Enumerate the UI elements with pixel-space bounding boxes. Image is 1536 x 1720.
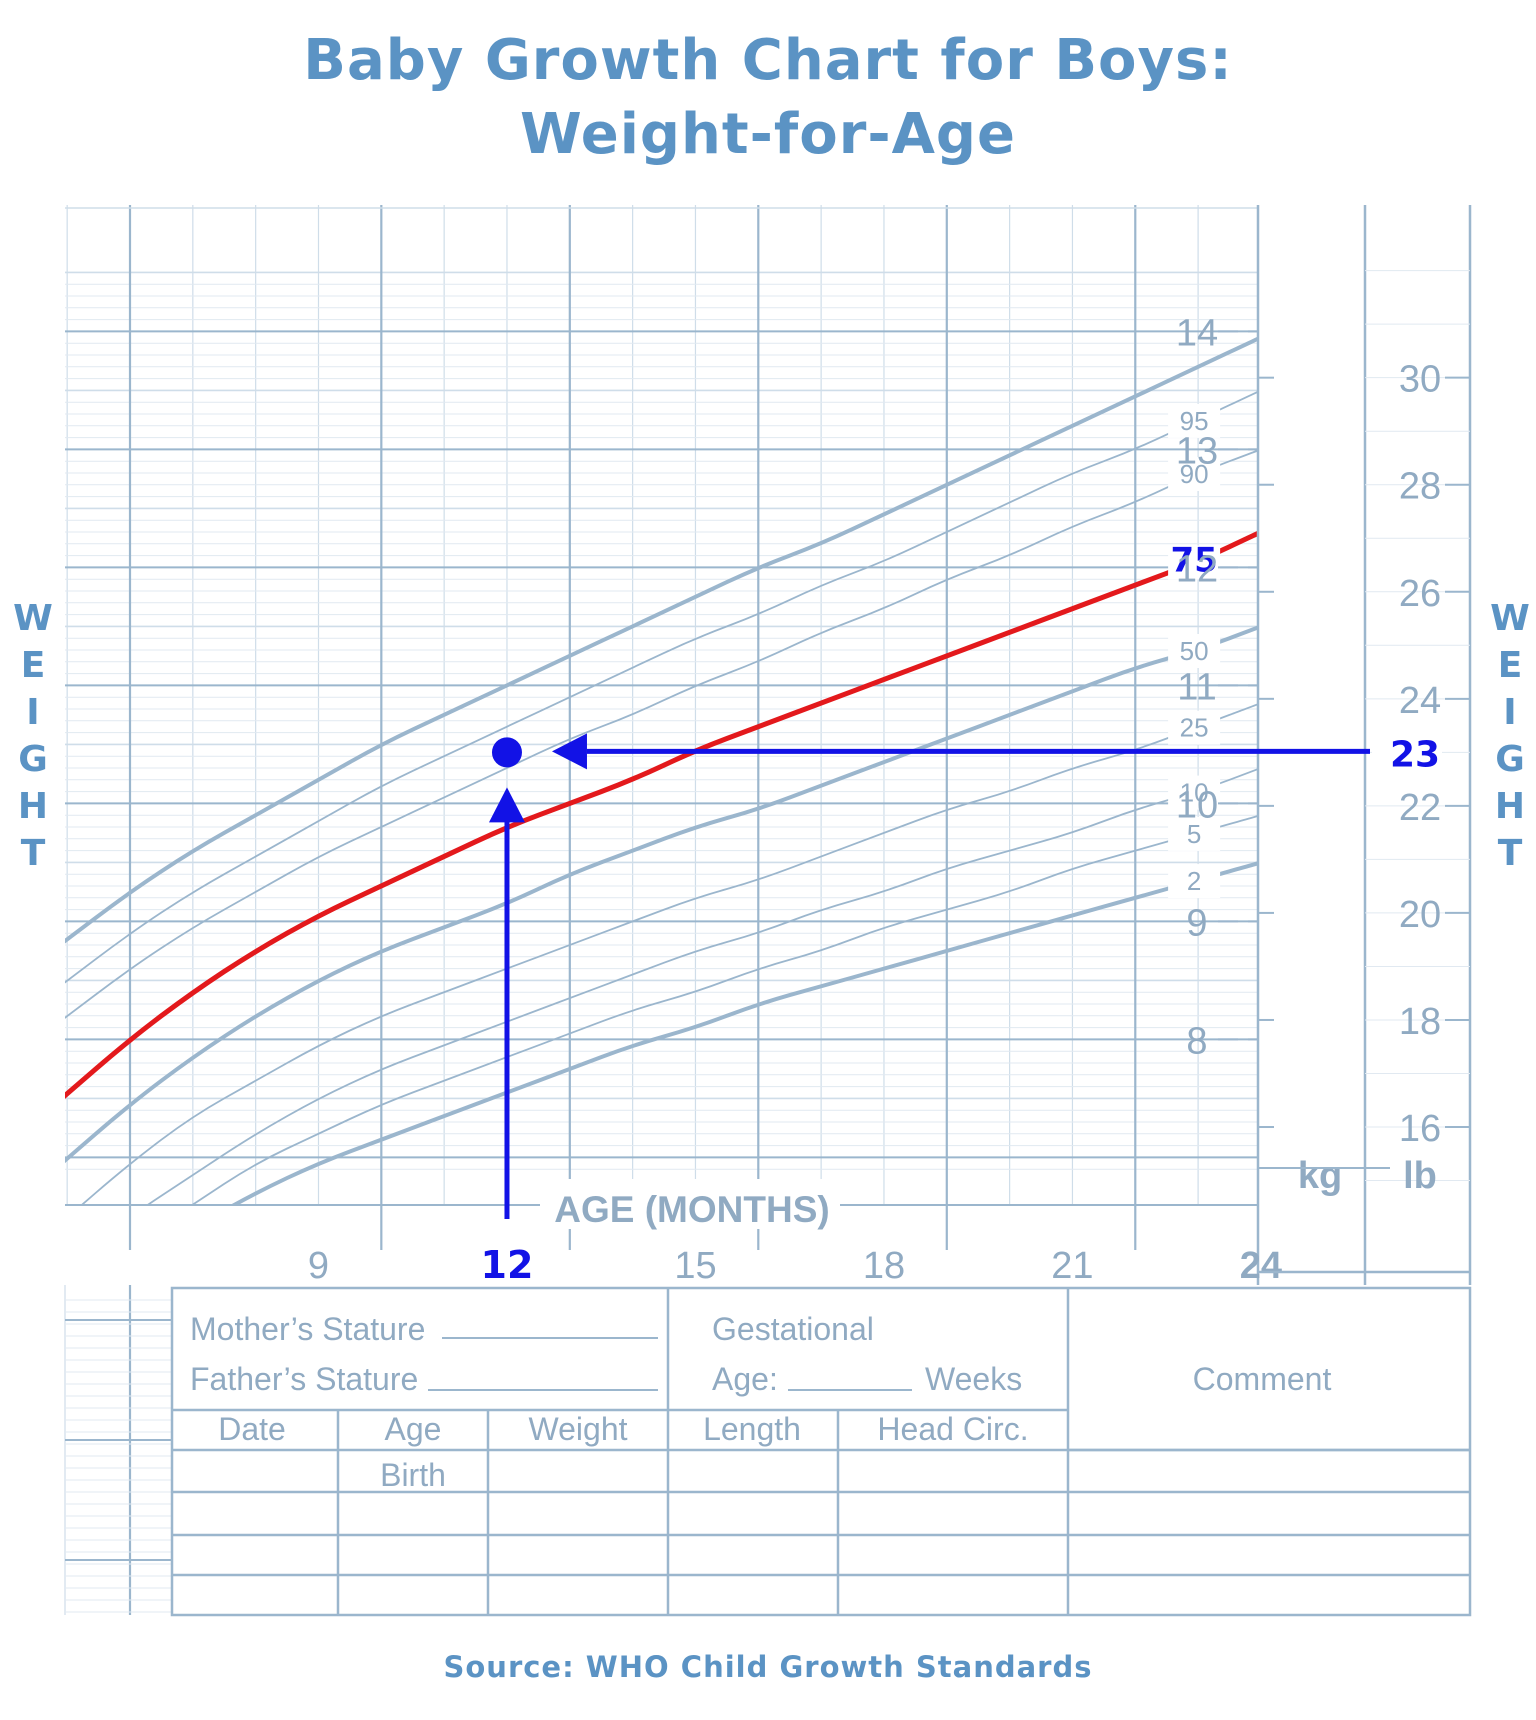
form-left-margin [65,1285,172,1615]
kg-tick-label: 10 [1176,784,1218,826]
left-weight-letter: E [21,645,46,686]
weight-arrow-head [551,733,587,770]
measurement-point [491,737,522,768]
age-arrow-head [488,787,525,823]
lb-tick-label: 18 [1399,1001,1441,1043]
label-backdrop [1168,775,1221,810]
percentile-curve-25 [80,703,1258,1205]
lb-tick-label: 24 [1399,680,1441,722]
birth-row-label: Birth [380,1457,446,1493]
x-axis-title: AGE (MONTHS) [554,1189,829,1230]
percentile-label-75: 75 [1170,541,1217,581]
right-weight-letter: G [1495,739,1525,780]
major-grid [65,205,1258,1250]
kg-tick-label: 9 [1186,902,1207,944]
form-column-header: Head Circ. [877,1411,1028,1447]
x-tick-label-15: 15 [674,1245,716,1287]
label-backdrop [1168,816,1221,851]
label-backdrop [1168,545,1221,580]
chart-title-line-2: Weight-for-Age [519,102,1016,167]
kg-tick-label: 12 [1176,548,1218,590]
weeks-label: Weeks [925,1361,1022,1397]
mother-stature-label: Mother’s Stature [190,1311,425,1347]
source-note: Source: WHO Child Growth Standards [443,1650,1093,1684]
gestational-label: Gestational [712,1311,874,1347]
annotated-weight-label: 23 [1390,734,1440,775]
right-weight-letter: W [1490,598,1530,639]
lb-tick-label: 16 [1399,1108,1441,1150]
chart-title-line-1: Baby Growth Chart for Boys: [303,28,1233,93]
kg-tick-label: 14 [1176,312,1218,354]
comment-label: Comment [1193,1361,1332,1397]
percentile-label-95: 95 [1180,406,1209,436]
x-tick-label-21: 21 [1051,1245,1093,1287]
percentile-label-90: 90 [1180,459,1209,489]
form-column-header: Weight [528,1411,627,1447]
form-column-header: Date [218,1411,286,1447]
label-backdrop [1168,864,1221,899]
lb-tick-label: 26 [1399,573,1441,615]
gestational-age-label: Age: [712,1361,778,1397]
weight-label-backdrop [1372,724,1442,775]
x-tick-label-9: 9 [308,1245,329,1287]
percentile-label-50: 50 [1180,636,1209,666]
lb-tick-label: 30 [1399,359,1441,401]
percentile-curve-95 [65,390,1258,984]
left-weight-letter: G [18,739,48,780]
father-stature-label: Father’s Stature [190,1361,418,1397]
left-weight-letter: I [26,692,39,733]
label-backdrop [1168,457,1221,491]
percentile-curve-5 [190,815,1258,1205]
percentile-curve-90 [65,449,1258,1019]
percentile-label-25: 25 [1180,713,1209,743]
percentile-curve-75 [65,530,1258,1099]
lb-tick-label: 20 [1399,894,1441,936]
percentile-curve-10 [146,768,1258,1205]
form-box [170,1286,1472,1617]
label-backdrop [1168,710,1221,745]
percentile-curves [65,336,1258,1205]
form-column-header: Length [703,1411,801,1447]
record-form: Mother’s Stature Father’s Stature Gestatio… [64,1270,1472,1617]
xlabel-backdrop [540,1179,840,1229]
label-backdrop [1168,403,1221,438]
left-weight-letter: W [13,598,53,639]
lb-tick-label: 28 [1399,466,1441,508]
right-weight-letter: H [1495,786,1525,827]
percentile-label-10: 10 [1180,778,1209,808]
percentile-curve-97 [65,336,1258,944]
percentile-curve-2 [229,861,1258,1205]
form-column-header: Age [385,1411,442,1447]
label-backdrop [1168,634,1221,668]
x-tick-label-18: 18 [863,1245,905,1287]
lb-unit-label: lb [1403,1155,1437,1197]
annotation: 23 [488,724,1442,1219]
percentile-label-2: 2 [1187,866,1201,896]
right-weight-letter: T [1498,833,1523,874]
minor-grid [65,205,1258,1205]
lb-tick-label: 22 [1399,787,1441,829]
left-weight-letter: T [21,833,46,874]
percentile-curve-50 [65,625,1258,1164]
left-weight-letter: H [18,786,48,827]
kg-unit-label: kg [1298,1155,1342,1197]
kg-tick-label: 13 [1176,430,1218,472]
right-weight-letter: I [1503,692,1516,733]
kg-tick-label: 11 [1177,666,1216,708]
percentile-label-5: 5 [1187,819,1201,849]
x-tick-label-12: 12 [481,1243,534,1287]
kg-tick-label: 8 [1186,1020,1207,1062]
right-weight-letter: E [1498,645,1523,686]
x-tick-label-24: 24 [1240,1245,1282,1287]
